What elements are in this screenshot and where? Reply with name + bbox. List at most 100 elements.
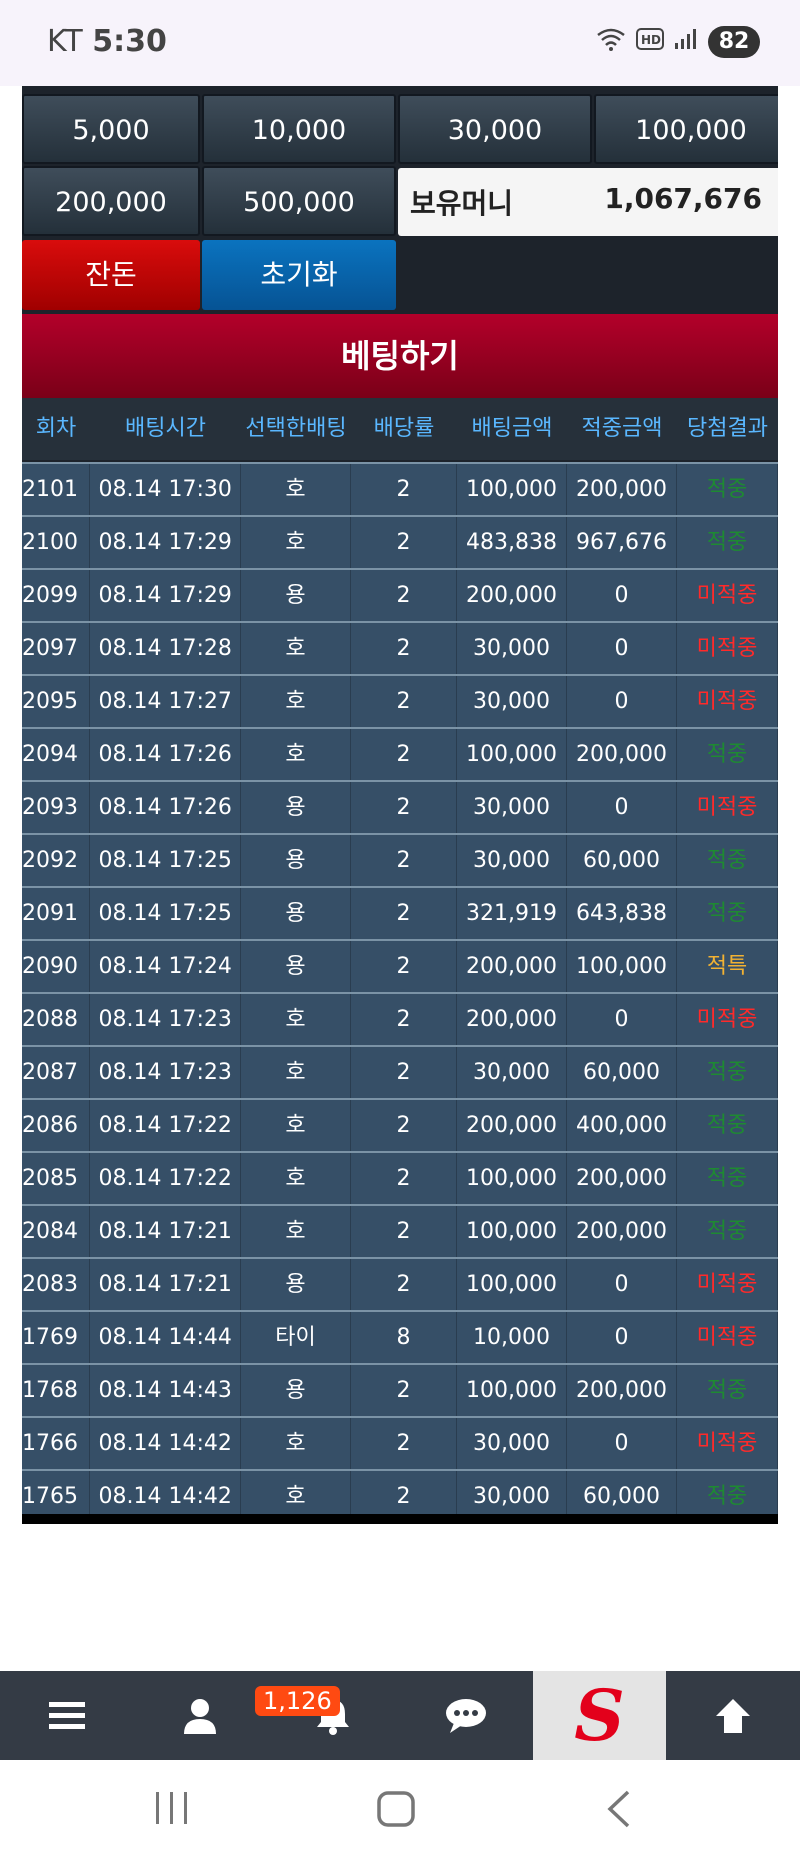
chip-200000[interactable]: 200,000 bbox=[22, 166, 200, 236]
cell-round: 2092 bbox=[22, 835, 91, 886]
cell-time: 08.14 17:29 bbox=[90, 517, 241, 568]
cell-odds: 2 bbox=[351, 676, 457, 727]
cell-round: 1765 bbox=[22, 1471, 91, 1522]
svg-text:HD: HD bbox=[641, 33, 661, 47]
cell-win-amount: 200,000 bbox=[567, 1365, 677, 1416]
cell-choice: 호 bbox=[241, 729, 351, 780]
arrow-up-icon[interactable] bbox=[666, 1671, 799, 1760]
chip-30000[interactable]: 30,000 bbox=[398, 94, 592, 164]
place-bet-button[interactable]: 베팅하기 bbox=[22, 314, 778, 398]
table-row: 1768 08.14 14:43 용 2 100,000 200,000 적중 bbox=[22, 1363, 778, 1416]
bet-history-table: 2101 08.14 17:30 호 2 100,000 200,000 적중 2100 08.… bbox=[22, 462, 778, 1522]
cell-time: 08.14 17:22 bbox=[90, 1153, 241, 1204]
clock: 5:30 bbox=[92, 24, 167, 59]
table-row: 2086 08.14 17:22 호 2 200,000 400,000 적중 bbox=[22, 1098, 778, 1151]
cell-win-amount: 100,000 bbox=[567, 941, 677, 992]
cell-choice: 호 bbox=[241, 623, 351, 674]
reset-button[interactable]: 초기화 bbox=[202, 240, 396, 310]
cell-odds: 2 bbox=[351, 570, 457, 621]
carrier: KT bbox=[47, 24, 83, 59]
cell-round: 2086 bbox=[22, 1100, 91, 1151]
cell-round: 2084 bbox=[22, 1206, 91, 1257]
logo-letter: S bbox=[574, 1674, 625, 1757]
cell-time: 08.14 17:29 bbox=[90, 570, 241, 621]
cell-result: 적중 bbox=[677, 464, 778, 515]
cell-round: 2087 bbox=[22, 1047, 91, 1098]
table-row: 2083 08.14 17:21 용 2 100,000 0 미적중 bbox=[22, 1257, 778, 1310]
cell-win-amount: 200,000 bbox=[567, 729, 677, 780]
cell-choice: 용 bbox=[241, 570, 351, 621]
cell-choice: 호 bbox=[241, 1047, 351, 1098]
cell-round: 1769 bbox=[22, 1312, 91, 1363]
bet-history-header: 회차 배팅시간 선택한배팅 배당률 배팅금액 적중금액 당첨결과 bbox=[22, 398, 778, 460]
chat-icon[interactable] bbox=[399, 1671, 532, 1760]
cell-result: 적중 bbox=[677, 835, 778, 886]
cell-odds: 2 bbox=[351, 517, 457, 568]
table-row: 2099 08.14 17:29 용 2 200,000 0 미적중 bbox=[22, 568, 778, 621]
cell-odds: 2 bbox=[351, 1365, 457, 1416]
cell-time: 08.14 17:21 bbox=[90, 1206, 241, 1257]
cell-result: 적중 bbox=[677, 888, 778, 939]
cell-bet-amount: 483,838 bbox=[457, 517, 567, 568]
table-row: 2088 08.14 17:23 호 2 200,000 0 미적중 bbox=[22, 992, 778, 1045]
cell-odds: 8 bbox=[351, 1312, 457, 1363]
cell-odds: 2 bbox=[351, 1206, 457, 1257]
header-result: 당첨결과 bbox=[687, 416, 768, 441]
cell-win-amount: 400,000 bbox=[567, 1100, 677, 1151]
table-row: 2085 08.14 17:22 호 2 100,000 200,000 적중 bbox=[22, 1151, 778, 1204]
cell-bet-amount: 200,000 bbox=[457, 570, 567, 621]
cell-round: 2100 bbox=[22, 517, 91, 568]
change-button[interactable]: 잔돈 bbox=[22, 240, 200, 310]
header-bet-amount: 배팅금액 bbox=[471, 416, 553, 441]
cell-round: 2083 bbox=[22, 1259, 91, 1310]
cell-time: 08.14 17:25 bbox=[90, 888, 241, 939]
recent-apps-icon[interactable] bbox=[152, 1790, 192, 1836]
table-row: 2101 08.14 17:30 호 2 100,000 200,000 적중 bbox=[22, 462, 778, 515]
cell-win-amount: 643,838 bbox=[567, 888, 677, 939]
cell-time: 08.14 17:26 bbox=[90, 782, 241, 833]
notification-badge: 1,126 bbox=[255, 1686, 340, 1716]
cell-time: 08.14 17:26 bbox=[90, 729, 241, 780]
cell-choice: 호 bbox=[241, 1471, 351, 1522]
balance-value: 1,067,676 bbox=[604, 182, 762, 215]
cell-time: 08.14 17:30 bbox=[90, 464, 241, 515]
cell-round: 1766 bbox=[22, 1418, 91, 1469]
cell-choice: 호 bbox=[241, 994, 351, 1045]
cell-win-amount: 200,000 bbox=[567, 1206, 677, 1257]
chip-100000[interactable]: 100,000 bbox=[594, 94, 778, 164]
back-icon[interactable] bbox=[604, 1790, 634, 1838]
logo-button[interactable]: S bbox=[533, 1671, 666, 1760]
cell-time: 08.14 17:23 bbox=[90, 994, 241, 1045]
cell-time: 08.14 14:42 bbox=[90, 1418, 241, 1469]
balance-label: 보유머니 bbox=[410, 187, 514, 220]
chip-500000[interactable]: 500,000 bbox=[202, 166, 396, 236]
cell-time: 08.14 17:27 bbox=[90, 676, 241, 727]
user-icon[interactable] bbox=[133, 1671, 266, 1760]
chip-10000[interactable]: 10,000 bbox=[202, 94, 396, 164]
status-bar: KT 5:30 HD 82 bbox=[0, 0, 800, 86]
cell-choice: 용 bbox=[241, 941, 351, 992]
home-icon[interactable] bbox=[376, 1790, 416, 1838]
table-row: 2091 08.14 17:25 용 2 321,919 643,838 적중 bbox=[22, 886, 778, 939]
cell-win-amount: 60,000 bbox=[567, 835, 677, 886]
cell-bet-amount: 100,000 bbox=[457, 1365, 567, 1416]
cell-result: 미적중 bbox=[677, 1312, 778, 1363]
wifi-icon bbox=[596, 27, 626, 57]
cell-time: 08.14 17:21 bbox=[90, 1259, 241, 1310]
cell-time: 08.14 14:42 bbox=[90, 1471, 241, 1522]
cell-result: 미적중 bbox=[677, 623, 778, 674]
cell-round: 2090 bbox=[22, 941, 91, 992]
menu-icon[interactable] bbox=[0, 1671, 133, 1760]
table-row: 2093 08.14 17:26 용 2 30,000 0 미적중 bbox=[22, 780, 778, 833]
cell-round: 2099 bbox=[22, 570, 91, 621]
table-row: 2100 08.14 17:29 호 2 483,838 967,676 적중 bbox=[22, 515, 778, 568]
chip-5000[interactable]: 5,000 bbox=[22, 94, 200, 164]
cell-odds: 2 bbox=[351, 1418, 457, 1469]
cell-time: 08.14 17:23 bbox=[90, 1047, 241, 1098]
cell-bet-amount: 30,000 bbox=[457, 1047, 567, 1098]
cell-bet-amount: 10,000 bbox=[457, 1312, 567, 1363]
cell-bet-amount: 30,000 bbox=[457, 835, 567, 886]
cell-result: 적중 bbox=[677, 1047, 778, 1098]
cell-choice: 호 bbox=[241, 1206, 351, 1257]
table-row: 2092 08.14 17:25 용 2 30,000 60,000 적중 bbox=[22, 833, 778, 886]
